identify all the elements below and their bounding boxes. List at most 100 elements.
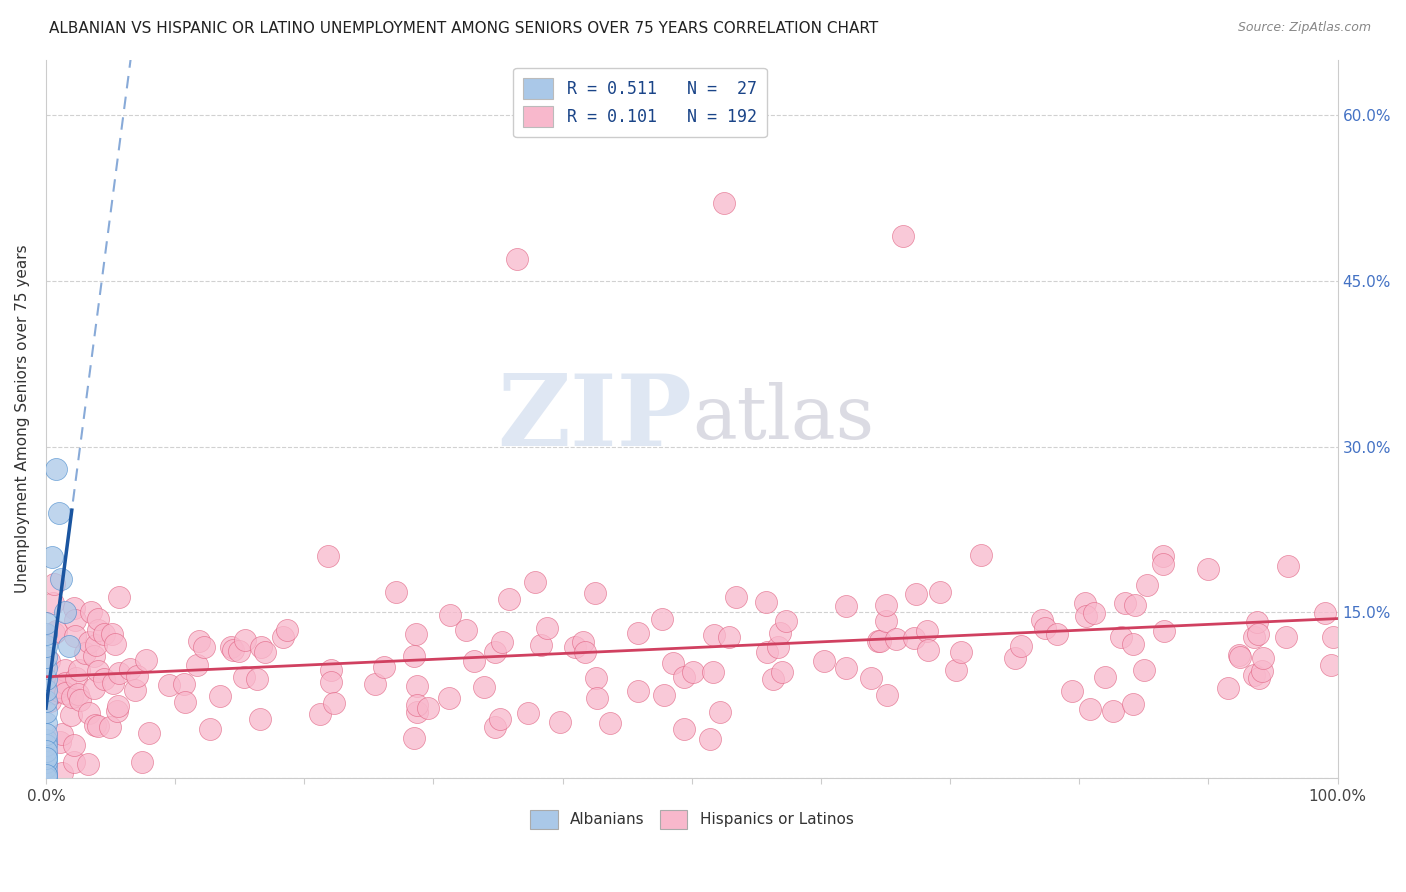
Point [768,626,790,640]
Point [454,623,477,637]
Point [886,632,908,646]
Point [474,680,496,694]
Point [915,624,938,638]
Point [135,653,157,667]
Point [891,229,914,244]
Point [1227,648,1250,662]
Point [402,648,425,663]
Point [127,668,149,682]
Point [875,599,897,613]
Point [1125,598,1147,612]
Point [35,751,58,765]
Point [713,196,735,211]
Point [1247,671,1270,685]
Point [835,661,858,675]
Point [80,605,103,619]
Point [67,687,90,701]
Point [1122,697,1144,711]
Point [949,645,972,659]
Point [93,672,115,686]
Point [1004,651,1026,665]
Point [51,726,73,740]
Point [1033,621,1056,635]
Point [572,635,595,649]
Point [35,672,58,686]
Point [405,627,427,641]
Point [702,665,724,679]
Point [703,628,725,642]
Point [585,586,607,600]
Point [319,675,342,690]
Point [77,635,100,649]
Point [63,613,86,627]
Y-axis label: Unemployment Among Seniors over 75 years: Unemployment Among Seniors over 75 years [15,244,30,593]
Point [77,706,100,721]
Point [662,656,685,670]
Point [491,635,513,649]
Point [1135,578,1157,592]
Point [35,768,58,782]
Point [232,671,254,685]
Point [35,749,58,764]
Point [118,662,141,676]
Point [718,630,741,644]
Point [709,705,731,719]
Point [42,595,65,609]
Point [564,640,586,654]
Point [813,655,835,669]
Point [439,607,461,622]
Point [775,615,797,629]
Point [1243,630,1265,644]
Point [35,755,58,769]
Point [860,672,883,686]
Point [1229,650,1251,665]
Point [65,671,87,685]
Point [107,698,129,713]
Point [1010,639,1032,653]
Point [437,691,460,706]
Point [233,633,256,648]
Point [249,640,271,654]
Point [73,646,96,660]
Point [1247,626,1270,640]
Point [1031,613,1053,627]
Point [35,705,58,719]
Point [917,643,939,657]
Point [51,765,73,780]
Point [404,731,426,745]
Point [585,671,607,685]
Point [627,626,650,640]
Point [488,712,510,726]
Point [756,645,779,659]
Point [49,735,72,749]
Point [51,572,73,586]
Point [63,629,86,643]
Point [905,587,928,601]
Point [416,701,439,715]
Point [124,682,146,697]
Point [38,654,60,668]
Point [835,599,858,613]
Point [928,584,950,599]
Point [103,676,125,690]
Point [1243,668,1265,682]
Point [246,672,269,686]
Point [208,689,231,703]
Point [876,689,898,703]
Point [652,688,675,702]
Point [970,548,993,562]
Point [67,663,90,677]
Point [945,663,967,677]
Point [35,760,58,774]
Point [1277,558,1299,573]
Point [484,720,506,734]
Point [87,623,110,637]
Point [1251,664,1274,678]
Point [53,686,76,700]
Point [53,606,76,620]
Point [48,684,70,698]
Point [373,660,395,674]
Point [1246,615,1268,629]
Point [574,645,596,659]
Point [60,708,83,723]
